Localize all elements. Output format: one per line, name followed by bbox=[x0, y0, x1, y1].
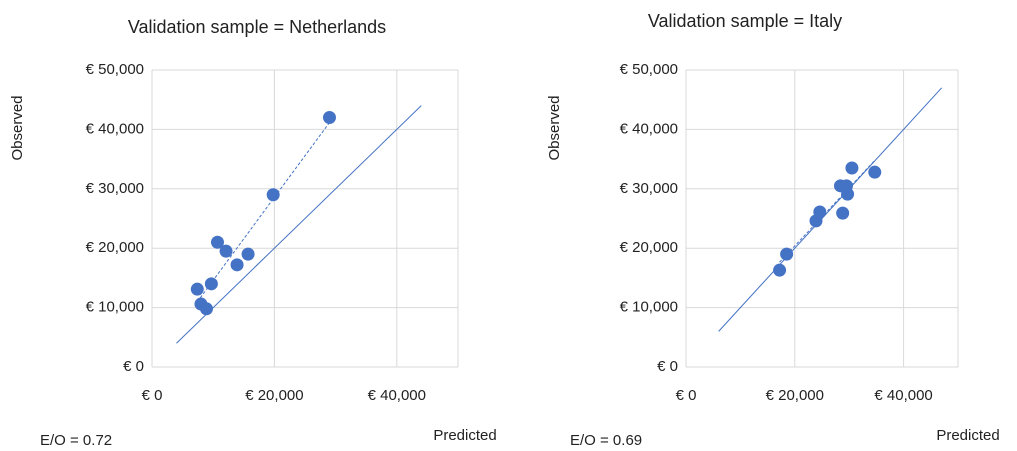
y-tick-label: € 20,000 bbox=[620, 239, 678, 256]
y-tick-label: € 40,000 bbox=[86, 120, 144, 137]
annotation: E/O = 0.69 bbox=[570, 432, 642, 449]
point bbox=[780, 247, 794, 261]
y-tick-label: € 30,000 bbox=[86, 180, 144, 197]
point bbox=[813, 205, 827, 219]
point bbox=[199, 302, 213, 316]
y-tick-label: € 50,000 bbox=[620, 61, 678, 78]
chart-title: Validation sample = Netherlands bbox=[128, 17, 386, 37]
point bbox=[204, 277, 218, 291]
point bbox=[773, 263, 787, 277]
annotation: E/O = 0.72 bbox=[40, 432, 112, 449]
reference-line bbox=[176, 105, 422, 344]
y-axis-label: Observed bbox=[546, 95, 563, 160]
trendline bbox=[196, 122, 330, 303]
y-tick-label: € 20,000 bbox=[86, 239, 144, 256]
y-tick-label: € 50,000 bbox=[86, 61, 144, 78]
x-tick-label: € 20,000 bbox=[245, 387, 303, 404]
x-tick-label: € 40,000 bbox=[368, 387, 426, 404]
y-tick-label: € 0 bbox=[657, 358, 678, 375]
x-tick-label: € 40,000 bbox=[874, 387, 932, 404]
x-tick-label: € 0 bbox=[676, 387, 697, 404]
point bbox=[210, 235, 224, 249]
point bbox=[836, 206, 850, 220]
point bbox=[230, 258, 244, 272]
y-tick-label: € 10,000 bbox=[86, 299, 144, 316]
trendline bbox=[779, 160, 876, 263]
y-tick-label: € 0 bbox=[123, 358, 144, 375]
x-axis-label: Predicted bbox=[433, 427, 496, 444]
y-tick-label: € 10,000 bbox=[620, 299, 678, 316]
x-tick-label: € 0 bbox=[142, 387, 163, 404]
point bbox=[241, 247, 255, 261]
reference-line bbox=[718, 87, 943, 332]
chart-title: Validation sample = Italy bbox=[648, 11, 842, 31]
point bbox=[322, 111, 336, 125]
x-tick-label: € 20,000 bbox=[766, 387, 824, 404]
point bbox=[190, 282, 204, 296]
point bbox=[845, 161, 859, 175]
x-axis-label: Predicted bbox=[936, 427, 999, 444]
y-axis-label: Observed bbox=[9, 95, 26, 160]
point bbox=[219, 244, 233, 258]
y-tick-label: € 40,000 bbox=[620, 120, 678, 137]
y-tick-label: € 30,000 bbox=[620, 180, 678, 197]
point bbox=[868, 165, 882, 179]
point bbox=[841, 187, 855, 201]
point bbox=[266, 188, 280, 202]
